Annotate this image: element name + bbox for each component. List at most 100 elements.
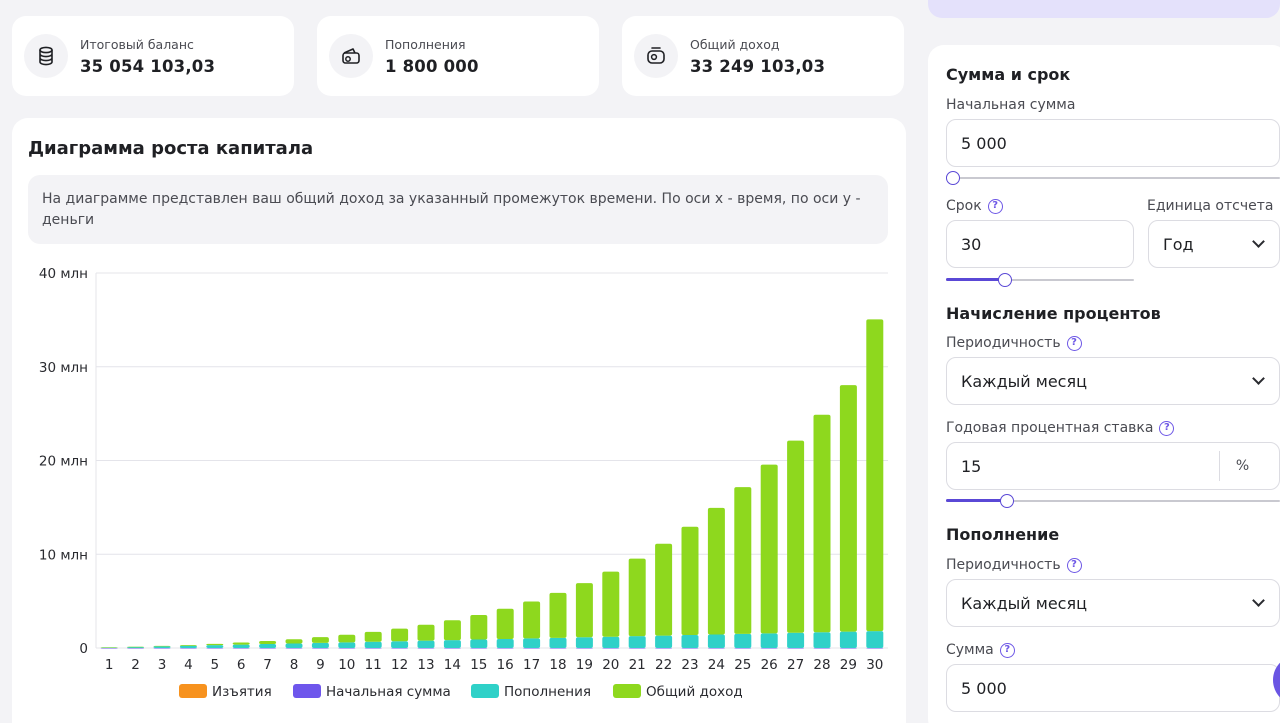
topup-periodicity-label: Периодичность?	[946, 557, 1082, 573]
wallet-icon	[329, 34, 373, 78]
bar-segment	[760, 633, 778, 648]
bar-segment	[602, 636, 620, 648]
bar-segment	[866, 319, 884, 632]
bar-segment	[760, 464, 778, 634]
bar-segment	[734, 633, 752, 648]
legend-swatch	[293, 684, 321, 698]
top-tab-pill[interactable]	[928, 0, 1280, 18]
bar-segment	[338, 642, 356, 648]
topup-periodicity-label-text: Периодичность	[946, 557, 1061, 573]
term-input[interactable]: 30	[946, 220, 1134, 268]
bar-segment	[311, 637, 329, 643]
rate-label-text: Годовая процентная ставка	[946, 420, 1154, 436]
bar-segment	[470, 647, 488, 649]
bar-segment	[259, 647, 277, 649]
floating-action-button[interactable]	[1273, 655, 1280, 705]
slider-thumb[interactable]	[998, 273, 1013, 287]
topup-amount-label-text: Сумма	[946, 642, 994, 658]
chevron-down-icon	[1252, 235, 1265, 248]
x-tick-label: 20	[602, 657, 619, 673]
term-label: Срок?	[946, 198, 1003, 214]
y-tick-label: 10 млн	[39, 547, 88, 563]
bar-segment	[655, 647, 673, 649]
bar-segment	[523, 601, 541, 639]
x-tick-label: 27	[787, 657, 804, 673]
chart-description: На диаграмме представлен ваш общий доход…	[28, 175, 888, 244]
x-tick-label: 4	[184, 657, 193, 673]
x-tick-label: 19	[576, 657, 593, 673]
bar-segment	[523, 638, 541, 648]
interest-periodicity-select[interactable]: Каждый месяц	[946, 357, 1280, 405]
bar-segment	[338, 647, 356, 649]
bar-segment	[839, 647, 857, 649]
periodicity-label-text: Периодичность	[946, 335, 1061, 351]
bar-segment	[813, 647, 831, 649]
x-tick-label: 9	[316, 657, 325, 673]
x-tick-label: 14	[444, 657, 461, 673]
topup-periodicity-select-value: Каждый месяц	[961, 593, 1087, 613]
topup-periodicity-select[interactable]: Каждый месяц	[946, 579, 1280, 627]
unit-select[interactable]: Год	[1148, 220, 1280, 268]
term-label-text: Срок	[946, 198, 982, 214]
help-icon[interactable]: ?	[1066, 335, 1082, 351]
bar-segment	[707, 634, 725, 648]
capital-growth-chart-card: 0 10 млн 20 млн 30 млн 40 млн 1 2 3 4 5 6 7 8 9 10 11 12…	[12, 118, 906, 723]
legend-label: Общий доход	[646, 684, 743, 700]
bar-segment	[417, 647, 435, 649]
bar-segment	[285, 639, 303, 644]
section-title-topup: Пополнение	[946, 525, 1060, 544]
legend-label: Изъятия	[212, 684, 272, 700]
x-tick-label: 16	[497, 657, 514, 673]
rate-slider[interactable]	[946, 494, 1280, 508]
help-icon[interactable]: ?	[1066, 557, 1082, 573]
stat-card-income: Общий доход 33 249 103,03	[622, 16, 904, 96]
initial-amount-slider[interactable]	[946, 171, 1280, 185]
legend-swatch	[613, 684, 641, 698]
bar-segment	[787, 632, 805, 648]
x-tick-label: 3	[158, 657, 167, 673]
slider-thumb[interactable]	[946, 171, 960, 185]
bar-segment	[443, 640, 461, 648]
bar-segment	[470, 639, 488, 648]
rate-input-value: 15	[961, 456, 982, 476]
bar-segment	[443, 620, 461, 641]
bar-segment	[655, 543, 673, 636]
bar-segment	[179, 645, 197, 648]
bar-segment	[681, 647, 699, 649]
x-tick-label: 2	[131, 657, 140, 673]
periodicity-select-value: Каждый месяц	[961, 371, 1087, 391]
bar-segment	[391, 641, 409, 648]
x-tick-label: 10	[338, 657, 355, 673]
x-tick-label: 24	[708, 657, 725, 673]
bar-segment	[153, 646, 171, 648]
bar-segment	[575, 583, 593, 638]
bar-segment	[391, 628, 409, 642]
help-icon[interactable]: ?	[1159, 420, 1175, 436]
x-tick-label: 23	[681, 657, 698, 673]
slider-thumb[interactable]	[1000, 494, 1015, 508]
bar-segment	[549, 637, 567, 648]
bar-segment	[760, 647, 778, 649]
help-icon[interactable]: ?	[987, 198, 1003, 214]
bar-segment	[734, 487, 752, 634]
bar-segment	[655, 635, 673, 648]
rate-input[interactable]: 15%	[946, 442, 1280, 490]
help-icon[interactable]: ?	[999, 642, 1015, 658]
x-tick-label: 25	[734, 657, 751, 673]
initial-amount-input[interactable]: 5 000	[946, 119, 1280, 167]
term-slider[interactable]	[946, 273, 1134, 287]
section-title-amount: Сумма и срок	[946, 65, 1071, 84]
slider-track	[946, 177, 1280, 179]
bar-segment	[496, 647, 514, 649]
bar-segment	[866, 631, 884, 648]
x-tick-label: 7	[263, 657, 272, 673]
bar-segment	[549, 647, 567, 649]
bar-segment	[417, 640, 435, 648]
unit-label-text: Единица отсчета	[1147, 198, 1274, 214]
bar-segment	[681, 635, 699, 648]
topup-amount-input[interactable]: 5 000	[946, 664, 1280, 712]
bar-segment	[602, 571, 620, 637]
bar-segment	[179, 647, 197, 649]
bar-segment	[496, 608, 514, 639]
